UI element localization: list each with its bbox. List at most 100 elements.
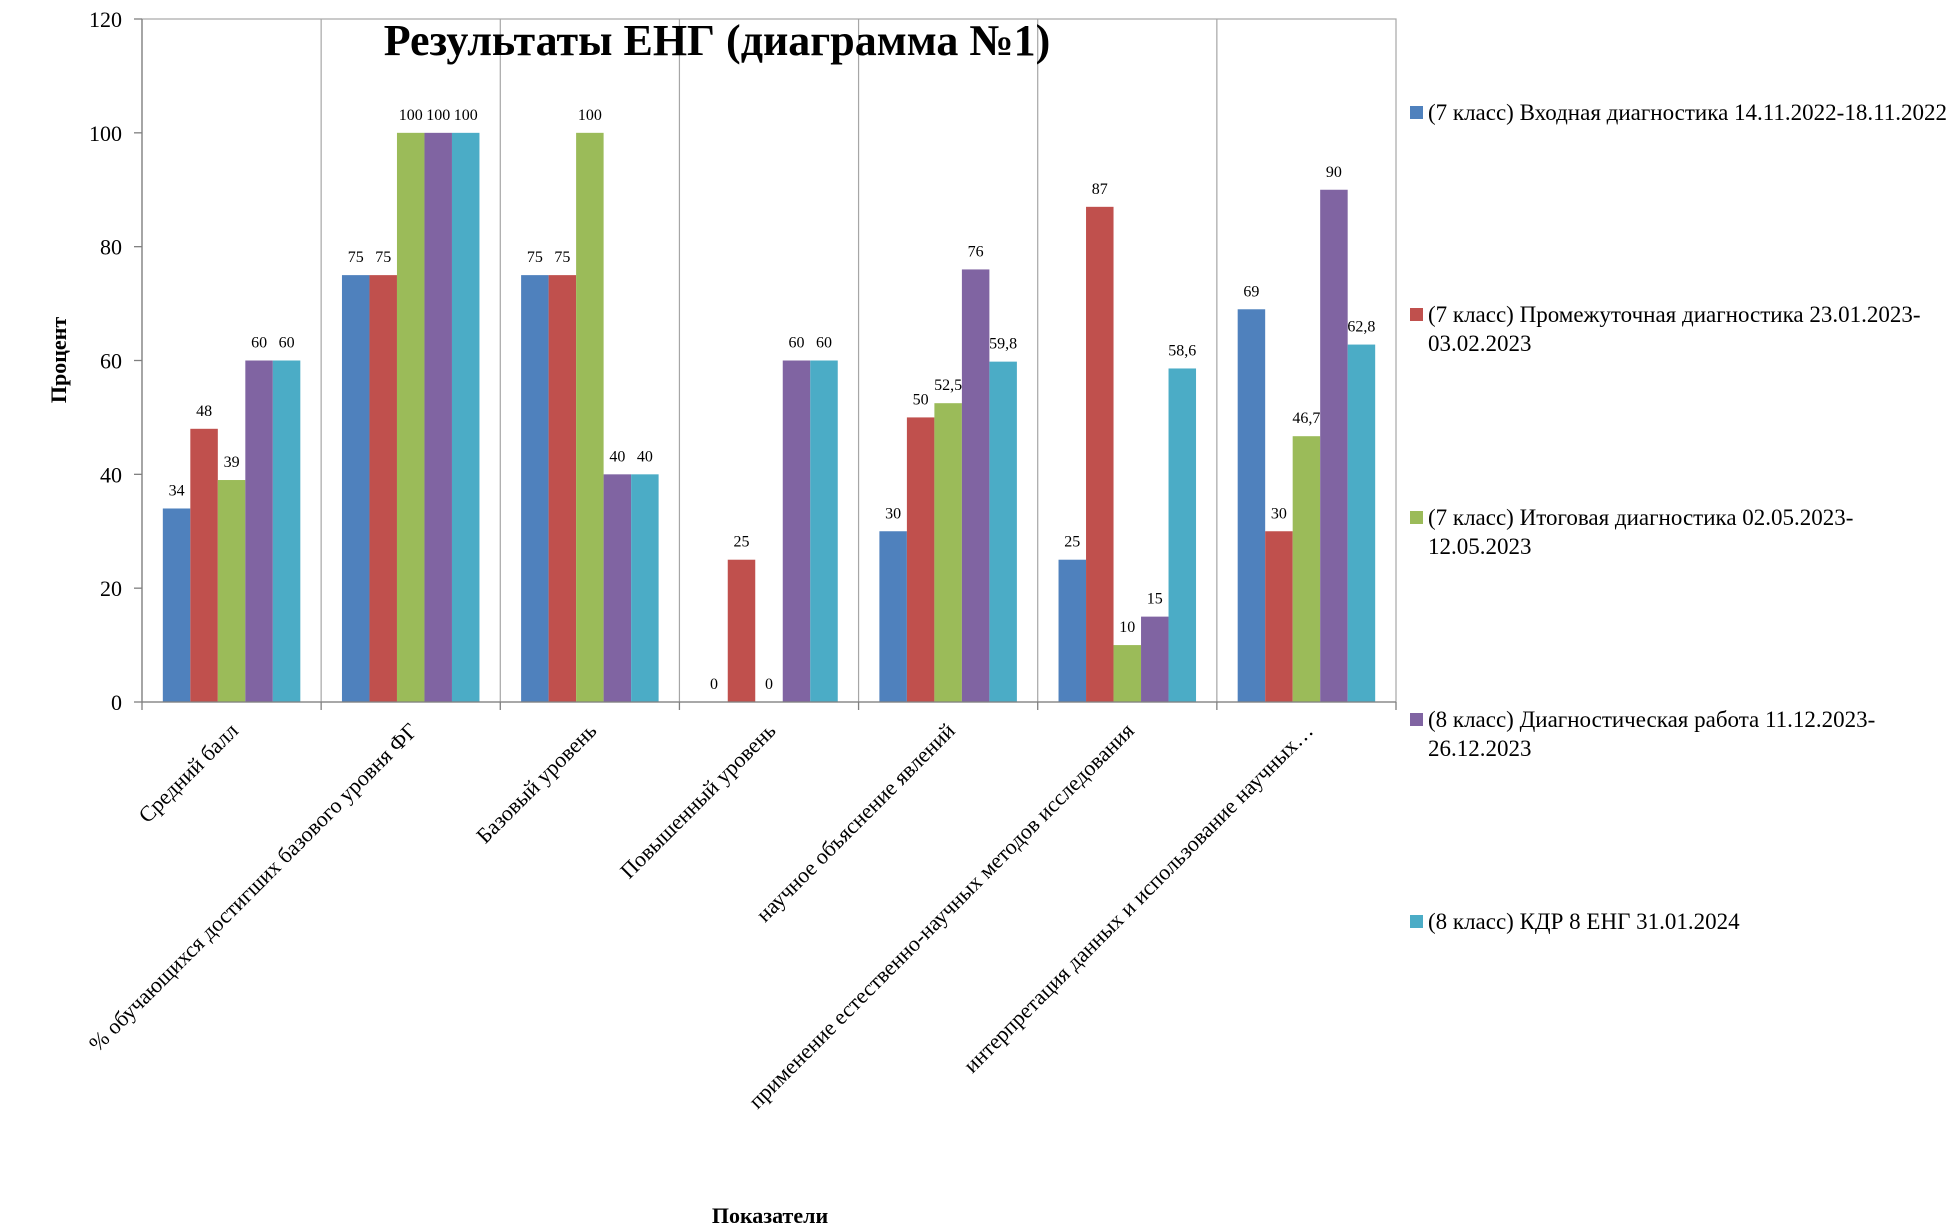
x-tick-label: научное объяснение явлений — [751, 718, 960, 927]
legend-item: (8 класс) КДР 8 ЕНГ 31.01.2024 — [1410, 907, 1950, 936]
bar — [272, 360, 301, 702]
bar — [245, 360, 273, 702]
data-label: 58,6 — [1168, 342, 1196, 359]
data-label: 48 — [196, 403, 212, 420]
data-label: 60 — [816, 335, 832, 352]
legend-item: (7 класс) Итоговая диагностика 02.05.202… — [1410, 503, 1950, 561]
data-label: 60 — [251, 335, 267, 352]
x-tick-label: Повышенный уровень — [615, 718, 781, 884]
bar — [961, 269, 990, 702]
bar — [341, 275, 370, 702]
data-label: 30 — [885, 505, 901, 522]
data-label: 87 — [1092, 181, 1108, 198]
data-label: 46,7 — [1292, 410, 1320, 427]
x-axis-title: Показатели — [712, 1203, 829, 1228]
bar — [1168, 368, 1197, 702]
legend-swatch — [1410, 511, 1423, 524]
bar — [369, 275, 397, 702]
legend-item: (7 класс) Промежуточная диагностика 23.0… — [1410, 300, 1950, 358]
chart-title: Результаты ЕНГ (диаграмма №1) — [384, 16, 1051, 65]
bar — [934, 403, 962, 702]
x-tick-label: % обучающихся достигших базового уровня … — [84, 718, 423, 1057]
x-tick-label: Базовый уровень — [471, 718, 601, 848]
data-label: 15 — [1147, 591, 1163, 608]
bar — [782, 360, 811, 702]
legend: (7 класс) Входная диагностика 14.11.2022… — [1410, 0, 1950, 1231]
legend-swatch — [1410, 915, 1423, 928]
data-label: 60 — [279, 335, 295, 352]
legend-swatch — [1410, 106, 1423, 119]
data-label: 75 — [554, 249, 570, 266]
axes — [134, 18, 1397, 710]
legend-label: (8 класс) Диагностическая работа 11.12.2… — [1428, 707, 1876, 761]
legend-item: (7 класс) Входная диагностика 14.11.2022… — [1410, 98, 1950, 127]
data-label: 100 — [454, 107, 478, 124]
data-label: 25 — [1064, 534, 1080, 551]
y-tick-label: 80 — [100, 235, 122, 260]
bar — [396, 132, 425, 703]
bar — [1141, 616, 1169, 702]
bar — [1265, 531, 1293, 702]
data-label: 40 — [637, 448, 653, 465]
x-tick-label: интерпретация данных и использование нау… — [958, 718, 1318, 1078]
bar — [217, 480, 246, 702]
plot-area-border — [141, 18, 1397, 703]
y-axis-title: Процент — [46, 317, 71, 403]
gridlines — [141, 18, 1397, 703]
data-label: 39 — [224, 454, 240, 471]
bar — [424, 132, 452, 703]
legend-label: (7 класс) Итоговая диагностика 02.05.202… — [1428, 505, 1854, 559]
legend-item: (8 класс) Диагностическая работа 11.12.2… — [1410, 705, 1950, 763]
bar — [631, 474, 659, 702]
bar — [1292, 436, 1321, 702]
legend-label: (7 класс) Входная диагностика 14.11.2022… — [1428, 100, 1947, 125]
data-label: 59,8 — [989, 336, 1017, 353]
y-tick-label: 0 — [111, 690, 122, 715]
data-label: 90 — [1326, 164, 1342, 181]
bar — [162, 508, 191, 702]
data-label: 100 — [578, 107, 602, 124]
legend-swatch — [1410, 713, 1423, 726]
bar — [1113, 645, 1142, 702]
x-tick-label: применение естественно-научных методов и… — [743, 718, 1139, 1114]
data-label: 75 — [375, 249, 391, 266]
legend-swatch — [1410, 308, 1423, 321]
bar — [1086, 206, 1114, 702]
data-label: 100 — [426, 107, 450, 124]
bar — [451, 132, 480, 703]
data-label: 75 — [348, 249, 364, 266]
bar — [1237, 309, 1266, 702]
data-label: 76 — [968, 243, 984, 260]
data-label: 75 — [527, 249, 543, 266]
bar — [989, 361, 1017, 702]
data-label: 25 — [734, 534, 750, 551]
data-label: 40 — [609, 448, 625, 465]
data-label: 52,5 — [934, 377, 962, 394]
y-tick-label: 120 — [89, 7, 122, 32]
bars — [162, 132, 1376, 703]
data-label: 34 — [169, 482, 185, 499]
data-label: 69 — [1243, 283, 1259, 300]
bar — [1320, 189, 1348, 702]
data-label: 62,8 — [1347, 319, 1375, 336]
legend-label: (7 класс) Промежуточная диагностика 23.0… — [1428, 302, 1921, 356]
bar — [576, 132, 604, 703]
data-label: 0 — [710, 676, 718, 693]
data-label: 30 — [1271, 505, 1287, 522]
bar — [190, 428, 218, 702]
x-tick-label: Средний балл — [133, 718, 243, 828]
bar — [810, 360, 838, 702]
data-label: 10 — [1119, 619, 1135, 636]
bar — [603, 474, 632, 702]
bar — [521, 275, 549, 702]
y-tick-label: 20 — [100, 576, 122, 601]
y-tick-label: 100 — [89, 121, 122, 146]
bar — [906, 417, 935, 702]
data-label: 60 — [789, 335, 805, 352]
data-label: 0 — [765, 676, 773, 693]
bar — [1058, 559, 1087, 702]
legend-label: (8 класс) КДР 8 ЕНГ 31.01.2024 — [1428, 909, 1740, 934]
bar — [548, 275, 577, 702]
